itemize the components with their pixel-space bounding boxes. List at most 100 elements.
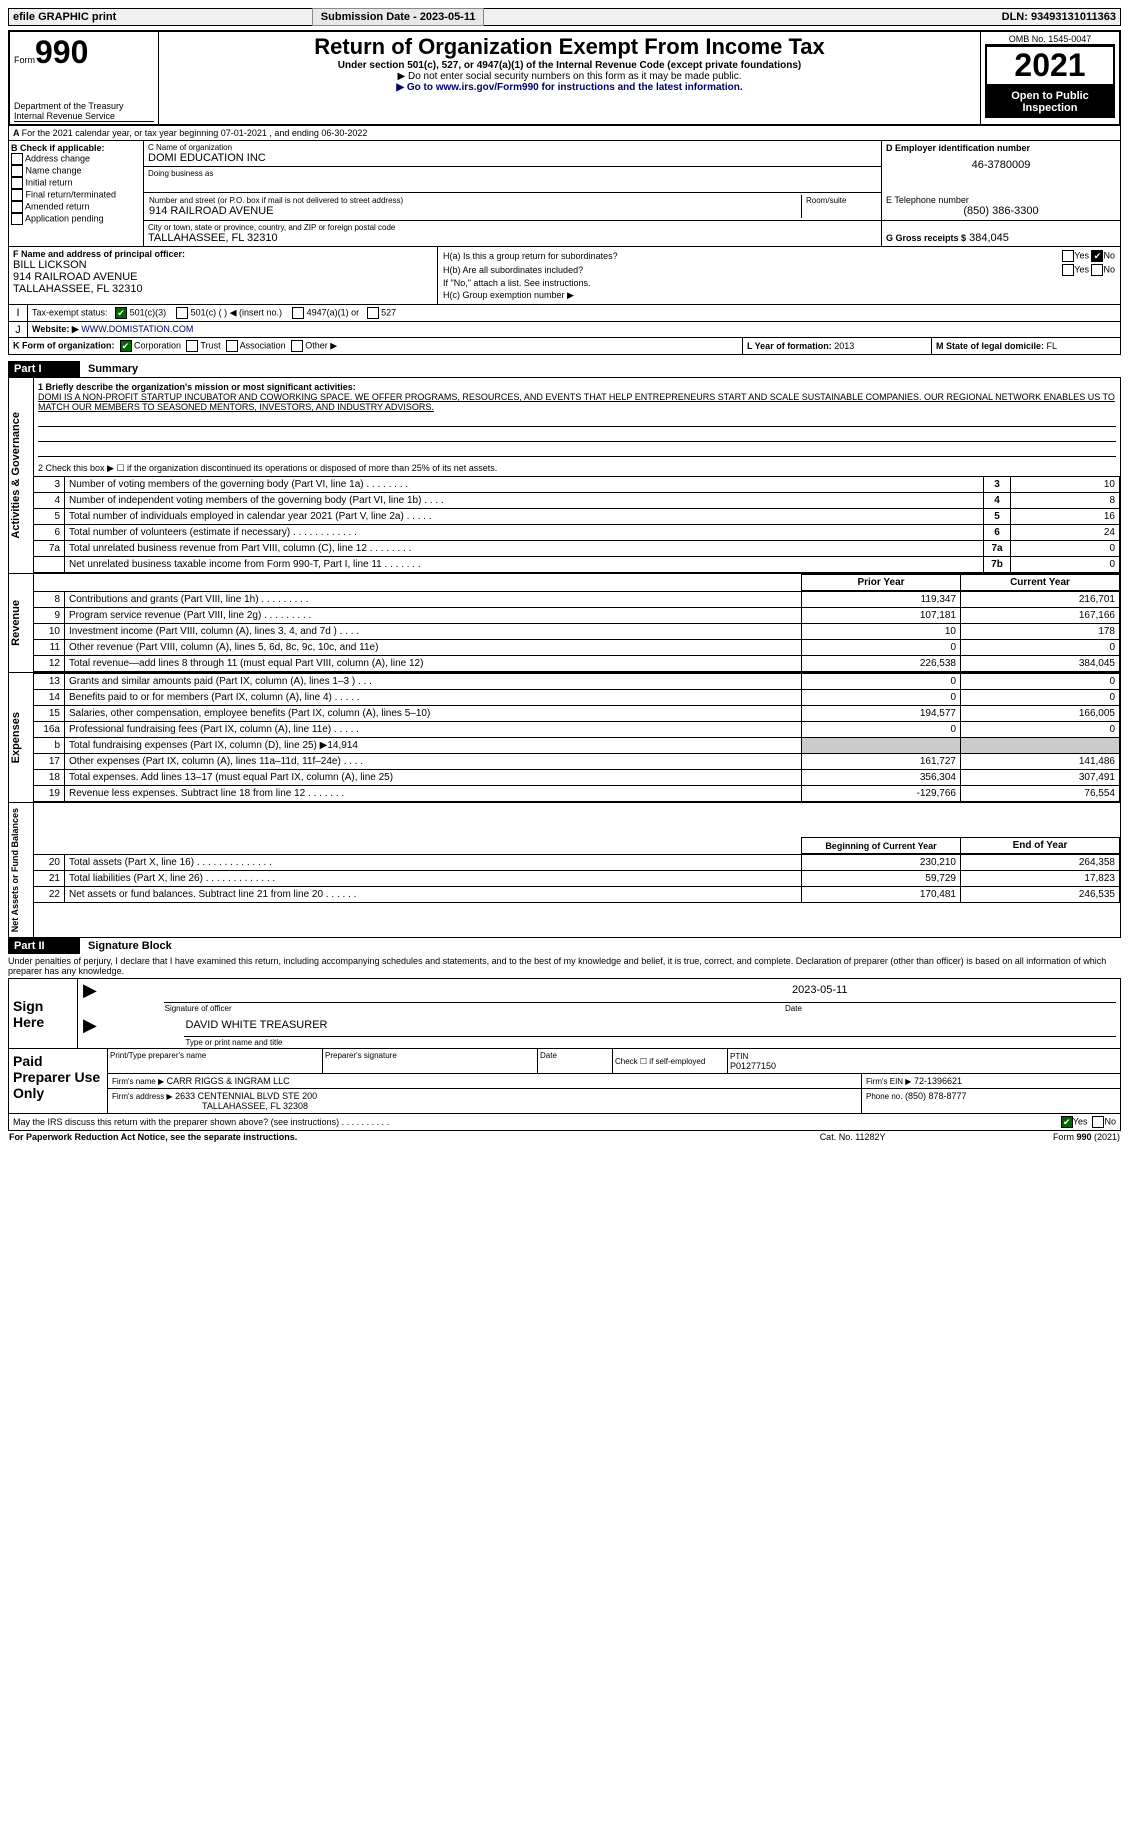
checkbox-final[interactable] [11,189,23,201]
hb-no[interactable] [1091,264,1103,276]
dln-label: DLN: 93493131011363 [792,9,1121,26]
part-ii-sub: Signature Block [80,938,1121,954]
part-i-header: Part I Summary [8,361,1121,377]
phone-label: Phone no. [866,1092,902,1101]
street: 914 RAILROAD AVENUE [149,205,800,217]
l-label: L Year of formation: [747,341,832,351]
part-ii-label: Part II [8,938,80,954]
netassets-table: 20Total assets (Part X, line 16) . . . .… [34,854,1120,903]
name-title-label: Type or print name and title [184,1037,1116,1049]
ein: 46-3780009 [886,153,1116,177]
j-label: Website: ▶ [32,324,79,334]
discuss-no[interactable] [1092,1116,1104,1128]
room-label: Room/suite [802,195,878,218]
cat-no: Cat. No. 11282Y [764,1131,941,1143]
e-label: E Telephone number [886,195,1116,205]
ptin: P01277150 [730,1061,776,1071]
ptin-label: PTIN [730,1052,748,1061]
discuss-yes[interactable]: ✔ [1061,1116,1073,1128]
footer: For Paperwork Reduction Act Notice, see … [8,1131,1121,1143]
prep-sig-col: Preparer's signature [323,1049,538,1073]
irs-label: Internal Revenue Service [14,111,154,122]
year-header: Prior Year Current Year [34,574,1120,591]
side-activities: Activities & Governance [10,408,22,543]
arrow-icon: ▶ [82,979,164,1002]
part-ii-header: Part II Signature Block [8,938,1121,954]
officer-group-block: F Name and address of principal officer:… [8,247,1121,305]
check-501c3[interactable]: ✔ [115,307,127,319]
city: TALLAHASSEE, FL 32310 [148,232,877,244]
hb-yes[interactable] [1062,264,1074,276]
status-block: I Tax-exempt status: ✔ 501(c)(3) 501(c) … [8,305,1121,338]
sign-date: 2023-05-11 [784,979,1116,1002]
org-info-block: B Check if applicable: Address change Na… [8,141,1121,247]
checkbox-address[interactable] [11,153,23,165]
firm-addr2: TALLAHASSEE, FL 32308 [112,1101,308,1111]
side-netassets: Net Assets or Fund Balances [10,804,20,936]
prior-year-hdr: Prior Year [802,575,961,591]
end-year-hdr: End of Year [961,838,1120,854]
website-link[interactable]: WWW.DOMISTATION.COM [81,324,193,334]
part-i-label: Part I [8,361,80,377]
firm-ein: 72-1396621 [914,1076,962,1086]
sign-here-block: Sign Here ▶ 2023-05-11 Signature of offi… [8,979,1121,1049]
sign-here-label: Sign Here [9,979,78,1049]
open-public: Open to Public Inspection [985,86,1115,118]
side-expenses: Expenses [10,708,22,767]
check-corp[interactable]: ✔ [120,340,132,352]
d-label: D Employer identification number [886,143,1116,153]
firm-phone: (850) 878-8777 [905,1091,967,1101]
f-label: F Name and address of principal officer: [13,249,433,259]
check-assoc[interactable] [226,340,238,352]
firm-ein-label: Firm's EIN ▶ [866,1077,911,1086]
hb-label: H(b) Are all subordinates included? [442,263,846,277]
check-527[interactable] [367,307,379,319]
street-label: Number and street (or P.O. box if mail i… [149,196,800,205]
check-501c[interactable] [176,307,188,319]
q1-label: 1 Briefly describe the organization's mi… [38,382,1116,392]
ha-yes[interactable] [1062,250,1074,262]
klm-block: K Form of organization: ✔ Corporation Tr… [8,338,1121,355]
discuss-row: May the IRS discuss this return with the… [8,1114,1121,1131]
period-line: A For the 2021 calendar year, or tax yea… [8,126,1121,141]
side-revenue: Revenue [10,596,22,650]
b-label: B Check if applicable: [11,143,141,153]
self-employed: Check ☐ if self-employed [613,1049,728,1073]
hb-note: If "No," attach a list. See instructions… [442,277,1116,289]
top-bar: efile GRAPHIC print Submission Date - 20… [8,8,1121,26]
dept-label: Department of the Treasury [14,101,154,111]
checkbox-pending[interactable] [11,213,23,225]
checkbox-name[interactable] [11,165,23,177]
form-number: 990 [35,34,88,70]
state-domicile: FL [1047,341,1058,351]
checkbox-initial[interactable] [11,177,23,189]
firm-name-label: Firm's name ▶ [112,1077,164,1086]
officer-city: TALLAHASSEE, FL 32310 [13,283,433,295]
submission-date-button[interactable]: Submission Date - 2023-05-11 [312,8,485,26]
governance-table: 3Number of voting members of the governi… [34,476,1120,573]
ha-no[interactable]: ✔ [1091,250,1103,262]
expenses-table: 13Grants and similar amounts paid (Part … [34,673,1120,802]
c-name-label: C Name of organization [148,143,877,152]
check-other[interactable] [291,340,303,352]
firm-addr1: 2633 CENTENNIAL BLVD STE 200 [175,1091,317,1101]
i-label: Tax-exempt status: [32,307,108,317]
g-label: G Gross receipts $ [886,233,966,243]
check-trust[interactable] [186,340,198,352]
gross-receipts: 384,045 [969,232,1009,244]
irs-link[interactable]: ▶ Go to www.irs.gov/Form990 for instruct… [396,82,742,93]
checkbox-amended[interactable] [11,201,23,213]
signer-name: DAVID WHITE TREASURER [184,1014,1116,1037]
prep-date-col: Date [538,1049,613,1073]
paid-preparer-block: Paid Preparer Use Only Print/Type prepar… [8,1049,1121,1114]
ha-label: H(a) Is this a group return for subordin… [442,249,846,263]
paid-preparer-label: Paid Preparer Use Only [9,1049,108,1114]
firm-name: CARR RIGGS & INGRAM LLC [167,1076,290,1086]
tax-year: 2021 [985,45,1115,86]
form-header: Form990 Department of the Treasury Inter… [8,30,1121,126]
year-formation: 2013 [834,341,854,351]
dba-label: Doing business as [148,169,877,178]
hc-label: H(c) Group exemption number ▶ [442,289,1116,302]
check-4947[interactable] [292,307,304,319]
revenue-table: 8Contributions and grants (Part VIII, li… [34,591,1120,672]
